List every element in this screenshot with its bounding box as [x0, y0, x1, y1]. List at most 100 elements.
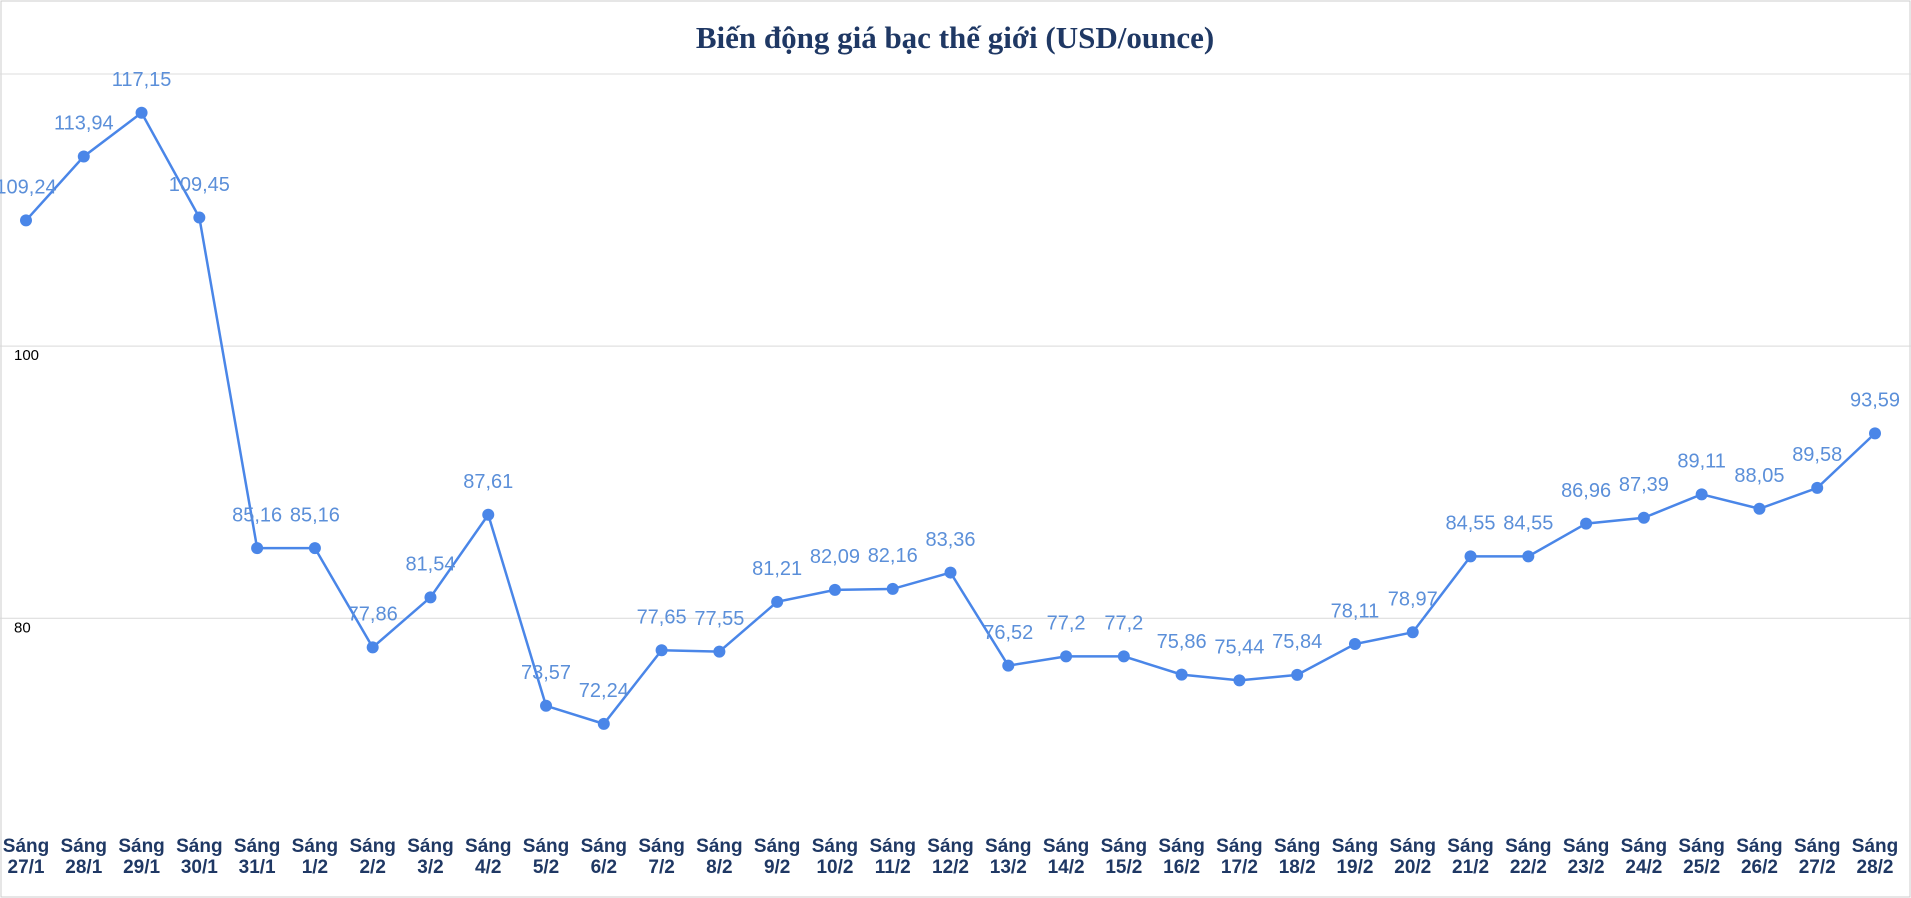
- data-point: [771, 595, 784, 608]
- x-tick-label: Sáng 9/2: [753, 836, 801, 878]
- data-point: [1406, 626, 1419, 639]
- data-point: [135, 106, 148, 119]
- data-label: 84,55: [1446, 513, 1496, 535]
- data-point: [1464, 550, 1477, 563]
- x-tick-label: Sáng 7/2: [638, 836, 685, 878]
- x-tick-label: Sáng 10/2: [811, 836, 859, 878]
- data-label: 77,86: [348, 604, 398, 626]
- data-label: 89,58: [1792, 444, 1842, 466]
- x-tick-label: Sáng 8/2: [696, 836, 743, 878]
- y-tick-label: 100: [14, 347, 39, 364]
- x-tick-label: Sáng 23/2: [1562, 836, 1610, 878]
- x-tick-label: Sáng 19/2: [1331, 836, 1379, 878]
- data-label: 84,55: [1503, 513, 1553, 535]
- data-point: [1002, 659, 1015, 672]
- data-point: [1117, 650, 1130, 663]
- data-label: 78,11: [1331, 600, 1380, 622]
- data-point: [1869, 427, 1881, 440]
- x-tick-label: Sáng 29/1: [118, 836, 165, 878]
- data-label: 83,36: [925, 529, 975, 551]
- data-point: [828, 583, 841, 596]
- x-tick-label: Sáng 3/2: [407, 836, 454, 878]
- x-tick-label: Sáng 4/2: [465, 836, 512, 878]
- data-point: [1522, 550, 1535, 563]
- x-tick-label: Sáng 25/2: [1678, 836, 1725, 878]
- data-point: [251, 542, 264, 555]
- data-label: 113,94: [54, 113, 114, 135]
- data-label: 88,05: [1734, 465, 1784, 487]
- data-label: 75,86: [1157, 631, 1207, 653]
- data-label: 85,16: [290, 504, 340, 526]
- data-point: [20, 214, 32, 227]
- data-point: [77, 150, 90, 163]
- x-tick-label: Sáng 13/2: [985, 836, 1032, 878]
- data-point: [308, 542, 321, 555]
- data-label: 89,11: [1677, 451, 1726, 473]
- data-point: [1811, 481, 1824, 494]
- data-label: 78,97: [1388, 589, 1438, 611]
- x-tick-label: Sáng 21/2: [1447, 836, 1494, 878]
- data-label: 76,52: [983, 622, 1033, 644]
- x-tick-label: Sáng 6/2: [580, 836, 628, 878]
- data-point: [1175, 668, 1188, 681]
- data-point: [1348, 638, 1361, 651]
- x-tick-label: Sáng 27/1: [2, 836, 50, 878]
- x-tick-label: Sáng 20/2: [1389, 836, 1436, 878]
- data-label: 93,59: [1850, 390, 1900, 412]
- x-tick-label: Sáng 2/2: [349, 836, 396, 878]
- x-tick-label: Sáng 14/2: [1042, 836, 1090, 878]
- x-tick-label: Sáng 1/2: [291, 836, 339, 878]
- x-tick-label: Sáng 17/2: [1216, 836, 1263, 878]
- x-tick-label: Sáng 28/2: [1851, 836, 1899, 878]
- x-tick-label: Sáng 18/2: [1273, 836, 1321, 878]
- x-tick-label: Sáng 30/1: [176, 836, 223, 878]
- data-point: [540, 699, 553, 712]
- data-point: [1637, 511, 1650, 524]
- data-point: [597, 717, 610, 730]
- data-label: 82,16: [868, 545, 918, 567]
- data-label: 75,84: [1272, 631, 1322, 653]
- x-tick-label: Sáng 24/2: [1620, 836, 1668, 878]
- data-label: 82,09: [810, 546, 860, 568]
- data-label: 109,45: [169, 174, 230, 196]
- data-label: 109,24: [0, 177, 57, 199]
- x-tick-label: Sáng 5/2: [522, 836, 570, 878]
- data-label: 117,15: [112, 69, 172, 91]
- series-line: [25, 110, 1876, 726]
- data-label: 81,21: [752, 558, 802, 580]
- data-label: 86,96: [1561, 480, 1611, 502]
- data-point: [1695, 488, 1708, 501]
- data-label: 77,2: [1047, 613, 1086, 635]
- x-tick-label: Sáng 16/2: [1158, 836, 1205, 878]
- data-label: 72,24: [579, 680, 629, 702]
- data-point: [1291, 668, 1304, 681]
- x-tick-label: Sáng 15/2: [1100, 836, 1148, 878]
- data-point: [482, 508, 495, 521]
- data-label: 87,39: [1619, 474, 1669, 496]
- x-tick-label: Sáng 12/2: [927, 836, 974, 878]
- data-point: [1233, 674, 1246, 687]
- data-label: 77,2: [1104, 613, 1143, 635]
- data-label: 77,55: [694, 608, 744, 630]
- data-point: [193, 211, 206, 224]
- data-point: [1753, 502, 1766, 515]
- chart-title: Biến động giá bạc thế giới (USD/ounce): [696, 20, 1214, 55]
- data-label: 73,57: [521, 662, 571, 684]
- data-label: 75,44: [1214, 637, 1264, 659]
- x-tick-label: Sáng 31/1: [233, 836, 281, 878]
- x-tick-label: Sáng 22/2: [1505, 836, 1552, 878]
- x-tick-label: Sáng 11/2: [869, 836, 916, 878]
- x-tick-label: Sáng 27/2: [1793, 836, 1841, 878]
- x-tick-label: Sáng 26/2: [1736, 836, 1783, 878]
- data-point: [886, 582, 899, 595]
- data-point: [713, 645, 726, 658]
- data-point: [424, 591, 437, 604]
- data-label: 87,61: [463, 471, 513, 493]
- data-point: [1060, 650, 1073, 663]
- y-tick-label: 80: [14, 619, 31, 636]
- data-point: [944, 566, 957, 579]
- data-label: 85,16: [232, 504, 282, 526]
